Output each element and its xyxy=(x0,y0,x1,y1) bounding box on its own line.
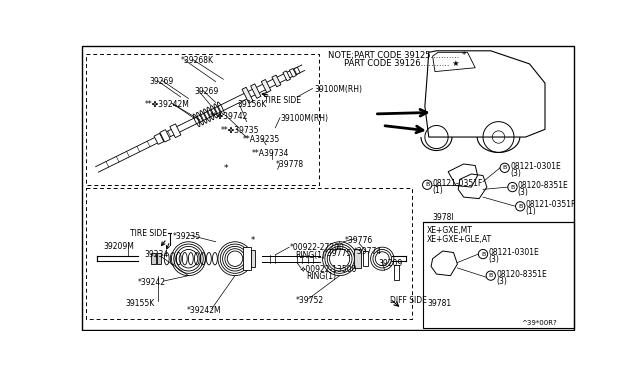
Text: *39752: *39752 xyxy=(296,296,324,305)
Text: 3978I: 3978I xyxy=(433,212,454,221)
Text: 08121-0301E: 08121-0301E xyxy=(510,162,561,171)
Text: **✤39742: **✤39742 xyxy=(210,112,248,121)
Text: (1): (1) xyxy=(433,186,444,195)
Polygon shape xyxy=(243,247,250,270)
Text: *: * xyxy=(223,164,228,173)
Bar xyxy=(422,222,575,328)
Text: 39100M(RH): 39100M(RH) xyxy=(314,85,362,94)
Polygon shape xyxy=(151,253,156,264)
Text: **A39235: **A39235 xyxy=(243,135,280,144)
Polygon shape xyxy=(251,84,261,98)
Text: RING(1): RING(1) xyxy=(296,251,326,260)
Text: *: * xyxy=(250,235,255,245)
Text: *39778: *39778 xyxy=(275,160,303,169)
Text: **✤39242M: **✤39242M xyxy=(145,100,189,109)
Text: *00922-27200: *00922-27200 xyxy=(289,243,344,252)
Polygon shape xyxy=(250,250,255,267)
Text: B: B xyxy=(425,182,429,187)
Text: B: B xyxy=(481,251,485,257)
Text: XE+GXE,MT: XE+GXE,MT xyxy=(428,226,473,235)
Text: ^39*00R?: ^39*00R? xyxy=(522,320,557,326)
Text: (3): (3) xyxy=(510,169,521,178)
Polygon shape xyxy=(154,134,164,144)
Text: TIRE SIDE: TIRE SIDE xyxy=(264,96,301,105)
Text: (3): (3) xyxy=(496,276,507,286)
Text: 39209M: 39209M xyxy=(103,242,134,251)
Text: 39100M(RH): 39100M(RH) xyxy=(280,114,328,123)
Text: *39776: *39776 xyxy=(345,235,373,245)
Polygon shape xyxy=(283,71,291,81)
Polygon shape xyxy=(394,265,399,280)
Text: 39781: 39781 xyxy=(428,299,451,308)
Text: (3): (3) xyxy=(488,255,499,264)
Text: *39235: *39235 xyxy=(173,232,201,241)
Text: *39242M: *39242M xyxy=(187,307,221,315)
Polygon shape xyxy=(294,67,300,74)
Text: 39269: 39269 xyxy=(195,87,219,96)
Text: 39234: 39234 xyxy=(145,250,168,259)
Text: B: B xyxy=(518,204,522,209)
Text: B: B xyxy=(502,165,507,170)
Text: B: B xyxy=(488,273,493,278)
Text: RING(1): RING(1) xyxy=(307,272,336,281)
Polygon shape xyxy=(363,251,367,266)
Polygon shape xyxy=(355,250,360,268)
Text: ✧00922-13500: ✧00922-13500 xyxy=(300,264,357,273)
Polygon shape xyxy=(242,87,253,103)
Text: **A39734: **A39734 xyxy=(252,148,289,158)
Text: TIRE SIDE: TIRE SIDE xyxy=(131,230,168,238)
Text: *39242: *39242 xyxy=(138,278,166,287)
Text: 39269: 39269 xyxy=(150,77,174,86)
Text: NOTE;PART CODE 39125........... *: NOTE;PART CODE 39125........... * xyxy=(328,51,467,60)
Text: **✤39735: **✤39735 xyxy=(221,125,260,135)
Text: *39774: *39774 xyxy=(353,247,382,256)
Text: 08121-0351F: 08121-0351F xyxy=(525,200,576,209)
Text: PART CODE 39126........... ★: PART CODE 39126........... ★ xyxy=(344,58,459,67)
Text: *39268K: *39268K xyxy=(180,56,214,65)
Polygon shape xyxy=(157,253,161,264)
Text: XE+GXE+GLE,AT: XE+GXE+GLE,AT xyxy=(428,235,492,244)
Polygon shape xyxy=(261,80,271,93)
Polygon shape xyxy=(160,129,170,142)
Polygon shape xyxy=(272,75,281,87)
Text: 08120-8351E: 08120-8351E xyxy=(496,270,547,279)
Text: DIFF SIDE: DIFF SIDE xyxy=(390,296,427,305)
Text: B: B xyxy=(510,185,515,190)
Text: 08120-8351E: 08120-8351E xyxy=(518,181,568,190)
Text: (3): (3) xyxy=(518,188,529,197)
Polygon shape xyxy=(289,68,296,77)
Text: 08121-0301E: 08121-0301E xyxy=(488,248,539,257)
Text: 08121-0351F: 08121-0351F xyxy=(433,179,483,188)
Polygon shape xyxy=(170,124,181,138)
Text: *39775: *39775 xyxy=(324,249,353,258)
Text: 39155K: 39155K xyxy=(125,299,154,308)
Text: (1): (1) xyxy=(525,207,536,216)
Text: 39209: 39209 xyxy=(378,259,403,268)
Text: 39156K: 39156K xyxy=(237,100,267,109)
